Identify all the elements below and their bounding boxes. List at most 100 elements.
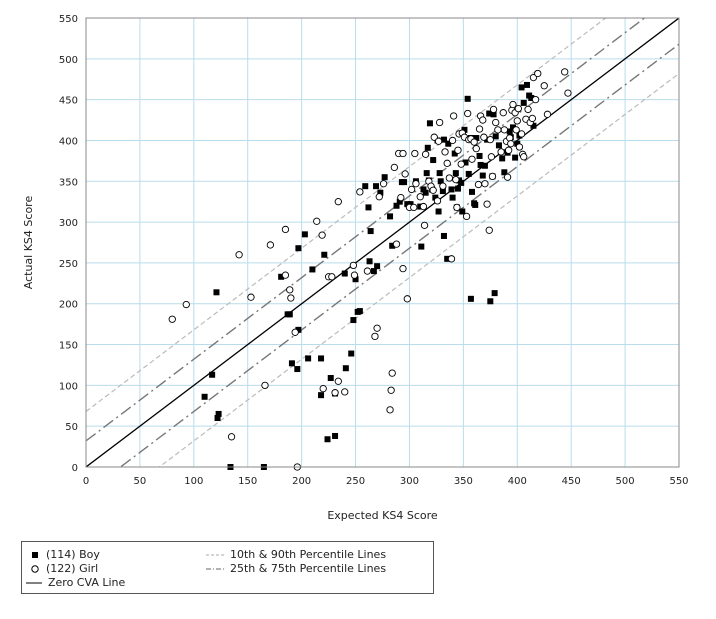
point-girl [462, 212, 471, 221]
point-girl [334, 377, 342, 385]
x-tick-label: 300 [400, 476, 419, 487]
y-tick-label: 350 [59, 177, 78, 188]
point-boy [214, 415, 221, 422]
point-boy [490, 111, 497, 118]
x-axis-title: Expected KS4 Score [327, 509, 438, 522]
point-boy [452, 170, 459, 177]
tick-labels: 0 50 100 150 200 250 300 350 400 450 500 550 0 50 100 1… [59, 14, 689, 487]
point-boy [318, 355, 325, 362]
reference-lines [86, 18, 679, 467]
point-girl [494, 126, 502, 134]
x-tick-label: 100 [184, 476, 203, 487]
point-boy [440, 232, 447, 239]
point-boy [318, 392, 325, 399]
point-girl [448, 136, 457, 145]
point-girl [480, 133, 488, 141]
point-girl [499, 109, 507, 117]
point-boy [440, 136, 447, 143]
point-boy [437, 178, 444, 185]
point-girl [429, 186, 437, 194]
point-girl [470, 138, 478, 146]
point-boy [288, 360, 295, 367]
point-girl [488, 172, 497, 181]
point-girl [439, 182, 447, 190]
point-boy [436, 170, 443, 177]
point-girl [489, 105, 498, 114]
point-boy [514, 140, 521, 147]
point-boy [422, 189, 429, 196]
point-boy [430, 157, 437, 164]
point-girl [450, 112, 458, 120]
point-boy [432, 194, 439, 201]
point-boy [352, 276, 359, 283]
point-girl [379, 180, 388, 188]
point-girl [421, 150, 430, 158]
point-girl [441, 148, 449, 156]
y-tick-label: 450 [59, 96, 78, 107]
point-boy [477, 161, 484, 168]
y-tick-label: 0 [72, 463, 78, 474]
point-boy [213, 289, 220, 296]
point-boy [462, 159, 469, 166]
point-girl [468, 155, 476, 163]
point-boy [381, 174, 388, 181]
point-boy [321, 251, 328, 258]
point-boy [324, 436, 331, 443]
point-girl [512, 126, 520, 134]
point-girl [507, 140, 515, 148]
legend-label-boy: (114) Boy [46, 548, 100, 561]
point-boy [356, 308, 363, 315]
point-girl [531, 95, 540, 104]
legend-item-p10-90: 10th & 90th Percentile Lines [206, 548, 386, 561]
point-girl [435, 118, 444, 127]
reference-line [86, 18, 646, 442]
y-tick-label: 250 [59, 259, 78, 270]
point-girl [168, 315, 176, 323]
point-girl [528, 114, 537, 123]
reference-line [158, 73, 679, 467]
point-girl [331, 389, 339, 397]
point-boy [479, 172, 486, 179]
point-boy [309, 266, 316, 273]
point-girl [509, 100, 517, 109]
reference-line [119, 43, 679, 467]
x-tick-label: 350 [454, 476, 473, 487]
point-boy [367, 228, 374, 235]
point-girl [497, 148, 505, 156]
point-girl [416, 193, 424, 201]
point-girl [472, 144, 480, 153]
point-girl [399, 149, 407, 158]
point-boy [401, 179, 408, 186]
point-girl [373, 324, 381, 332]
legend: (114) Boy (122) Girl Zero CVA Line 10th … [21, 541, 434, 594]
point-girl [524, 105, 532, 114]
point-boy [451, 150, 458, 157]
point-girl [486, 135, 494, 144]
point-girl [504, 146, 513, 154]
scatter-chart: 0 50 100 150 200 250 300 350 400 450 500 550 0 50 100 1… [22, 14, 689, 522]
point-boy [393, 202, 400, 209]
y-tick-label: 500 [59, 55, 78, 66]
point-girl [410, 203, 418, 212]
point-boy [467, 295, 474, 302]
point-girl [479, 116, 487, 124]
point-girl [318, 231, 326, 239]
point-girl [540, 82, 548, 90]
point-girl [464, 109, 472, 118]
reference-line [86, 18, 679, 467]
point-boy [530, 122, 537, 129]
point-girl [387, 386, 395, 394]
point-girl [483, 200, 491, 208]
point-girl [407, 185, 416, 194]
point-boy [472, 201, 479, 208]
point-girl [281, 271, 290, 279]
point-girl [356, 188, 364, 196]
point-girl [487, 153, 496, 161]
point-girl [401, 170, 409, 178]
point-boy [520, 99, 527, 106]
point-girl [390, 163, 399, 172]
point-boy [396, 198, 403, 205]
point-boy [487, 298, 494, 305]
point-girl [386, 406, 394, 414]
point-boy [473, 135, 480, 142]
